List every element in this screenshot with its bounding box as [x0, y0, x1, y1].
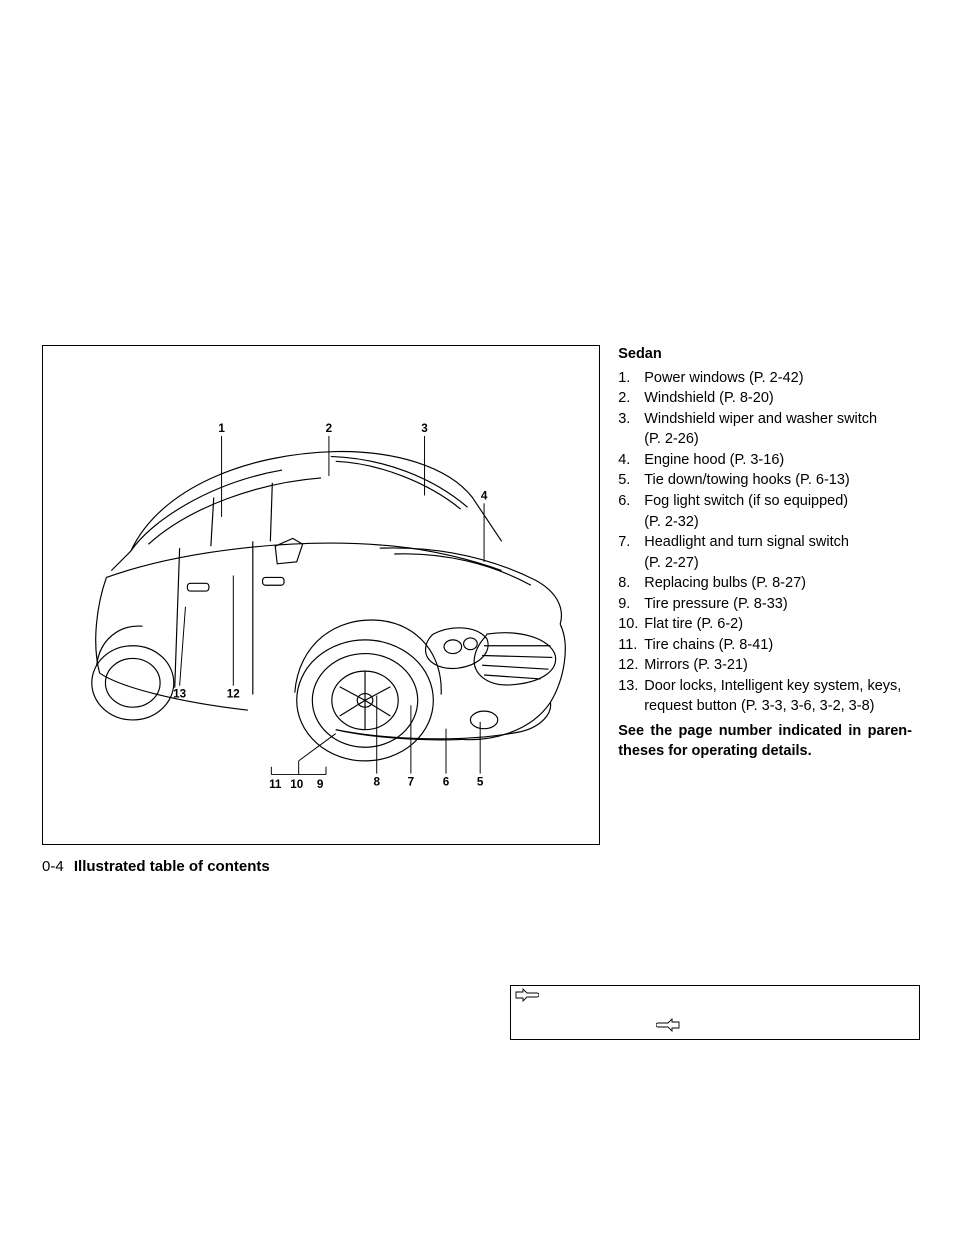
svg-text:1: 1: [218, 422, 225, 435]
svg-text:8: 8: [373, 775, 380, 788]
legend-item-text: Windshield wiper and washer switch: [644, 410, 912, 430]
legend-item-subtext: (P. 2-27): [644, 554, 912, 574]
legend-item: 1.Power windows (P. 2-42): [618, 369, 912, 389]
legend-item: 6.Fog light switch (if so equipped): [618, 492, 912, 512]
operating-note: See the page number indicated in paren­t…: [618, 722, 912, 761]
svg-text:11: 11: [269, 778, 282, 791]
legend-column: Sedan 1.Power windows (P. 2-42)2.Windshi…: [618, 345, 912, 761]
legend-item-number: 7.: [618, 533, 644, 553]
legend-item-number: 11.: [618, 636, 644, 656]
svg-text:4: 4: [481, 489, 488, 502]
legend-item-text: Tire pressure (P. 8-33): [644, 595, 912, 615]
svg-text:9: 9: [317, 778, 324, 791]
content-area: 12341312567811109 Sedan 1.Power windows …: [42, 345, 912, 845]
legend-item-number: 1.: [618, 369, 644, 389]
hand-point-left-icon: [656, 1018, 680, 1032]
page: 12341312567811109 Sedan 1.Power windows …: [0, 0, 954, 1235]
vehicle-diagram: 12341312567811109: [42, 345, 600, 845]
sedan-illustration-svg: 12341312567811109: [43, 346, 599, 844]
legend-item-number: 8.: [618, 574, 644, 594]
legend-item: 13.Door locks, Intelligent key system, k…: [618, 677, 912, 716]
svg-text:12: 12: [227, 687, 241, 700]
legend-item-sub: (P. 2-27): [618, 554, 912, 574]
annotation-box: [510, 985, 920, 1040]
legend-item-number: 5.: [618, 471, 644, 491]
legend-item: 4.Engine hood (P. 3-16): [618, 451, 912, 471]
hand-point-right-icon: [515, 988, 539, 1002]
legend-item-text: Windshield (P. 8-20): [644, 389, 912, 409]
legend-item-number: 9.: [618, 595, 644, 615]
legend-item-text: Replacing bulbs (P. 8-27): [644, 574, 912, 594]
legend-item-text: Tire chains (P. 8-41): [644, 636, 912, 656]
legend-item-text: Mirrors (P. 3-21): [644, 656, 912, 676]
legend-item: 9.Tire pressure (P. 8-33): [618, 595, 912, 615]
legend-item-number: 12.: [618, 656, 644, 676]
page-number: 0-4: [42, 858, 64, 875]
main-row: 12341312567811109 Sedan 1.Power windows …: [42, 345, 912, 845]
legend-item-number: 2.: [618, 389, 644, 409]
legend-item-subtext: (P. 2-26): [644, 430, 912, 450]
legend-item: 10.Flat tire (P. 6-2): [618, 615, 912, 635]
legend-item-number: 6.: [618, 492, 644, 512]
svg-text:3: 3: [421, 422, 428, 435]
legend-item-text: Engine hood (P. 3-16): [644, 451, 912, 471]
legend-item: 7.Headlight and turn signal switch: [618, 533, 912, 553]
svg-text:6: 6: [443, 775, 450, 788]
legend-item-subtext: (P. 2-32): [644, 513, 912, 533]
legend-item-text: Tie down/towing hooks (P. 6-13): [644, 471, 912, 491]
page-footer: 0-4 Illustrated table of contents: [42, 858, 270, 875]
legend-header: Sedan: [618, 345, 912, 365]
legend-item-text: Door locks, Intelligent key system, keys…: [644, 677, 912, 716]
legend-item: 3.Windshield wiper and washer switch: [618, 410, 912, 430]
legend-item-text: Headlight and turn signal switch: [644, 533, 912, 553]
legend-item: 5.Tie down/towing hooks (P. 6-13): [618, 471, 912, 491]
section-title: Illustrated table of contents: [74, 858, 270, 875]
legend-item: 2.Windshield (P. 8-20): [618, 389, 912, 409]
legend-item-text: Flat tire (P. 6-2): [644, 615, 912, 635]
svg-text:2: 2: [326, 422, 333, 435]
legend-item-text: Fog light switch (if so equipped): [644, 492, 912, 512]
svg-text:7: 7: [408, 775, 415, 788]
legend-item-number: 10.: [618, 615, 644, 635]
legend-list: 1.Power windows (P. 2-42)2.Windshield (P…: [618, 369, 912, 717]
svg-text:13: 13: [173, 687, 187, 700]
legend-item: 12.Mirrors (P. 3-21): [618, 656, 912, 676]
legend-item-number: 13.: [618, 677, 644, 716]
legend-item-number: 3.: [618, 410, 644, 430]
legend-item-number: 4.: [618, 451, 644, 471]
legend-item-sub: (P. 2-26): [618, 430, 912, 450]
svg-text:10: 10: [290, 778, 304, 791]
svg-text:5: 5: [477, 775, 484, 788]
legend-item: 11.Tire chains (P. 8-41): [618, 636, 912, 656]
legend-item-sub: (P. 2-32): [618, 513, 912, 533]
legend-item-text: Power windows (P. 2-42): [644, 369, 912, 389]
legend-item: 8.Replacing bulbs (P. 8-27): [618, 574, 912, 594]
